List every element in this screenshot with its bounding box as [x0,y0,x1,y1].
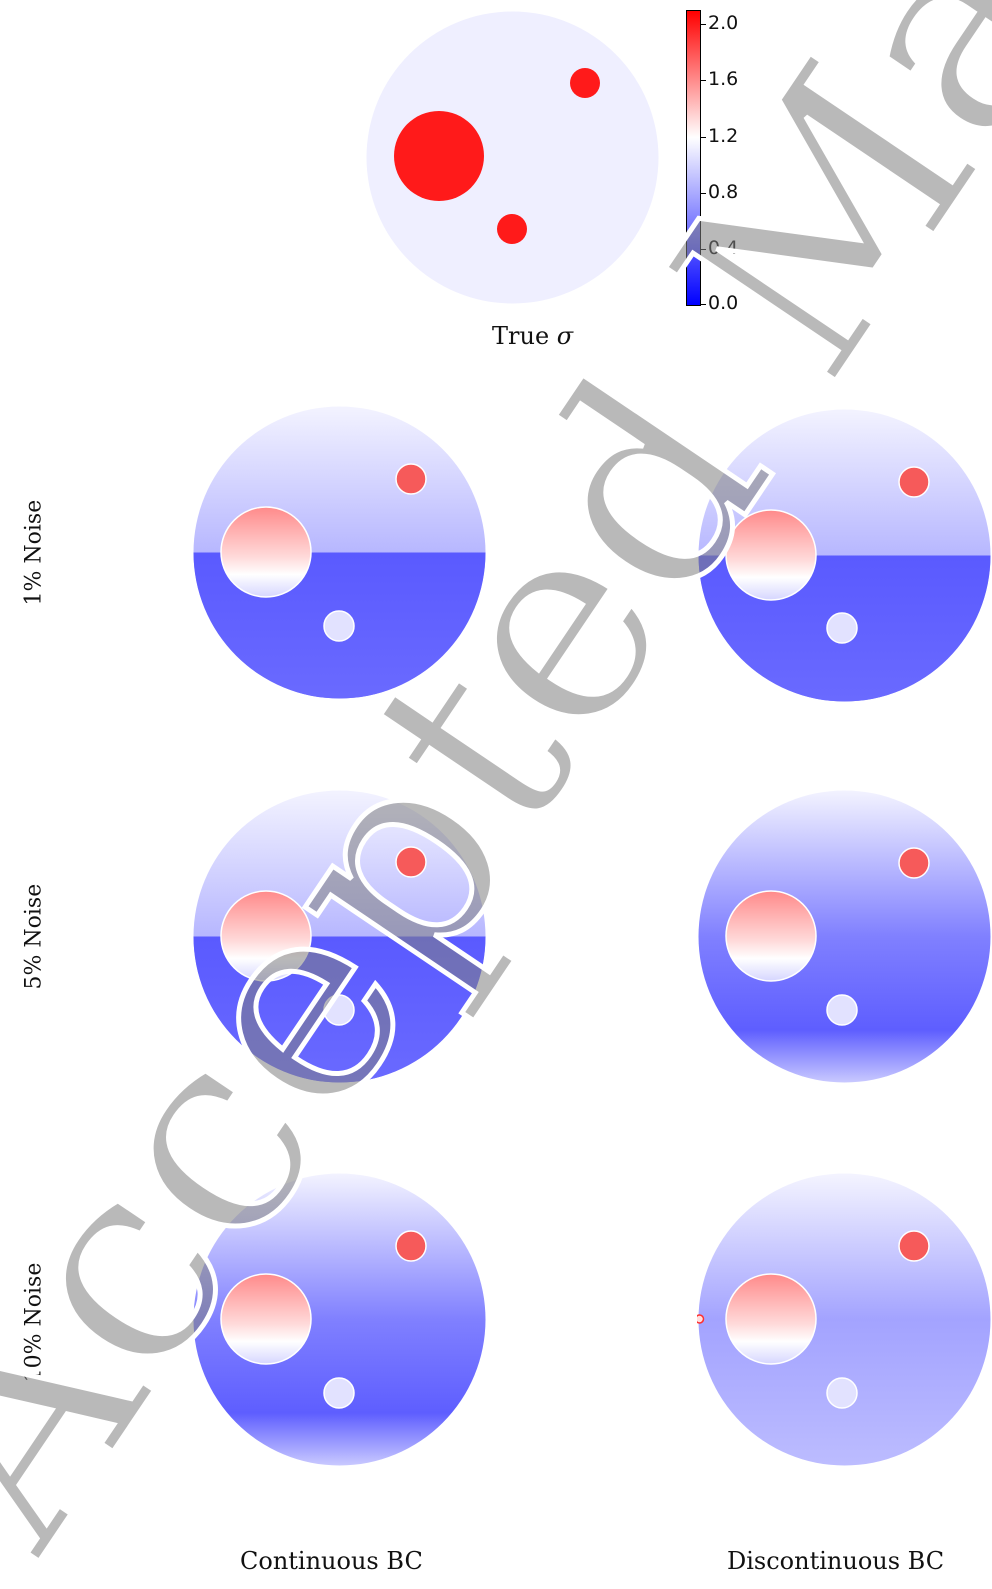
column-label-continuous: Continuous BC [240,1547,423,1575]
caption-text: True [492,322,550,350]
inclusion-top-right [570,68,600,98]
colorbar-tick-label: 0.4 [708,237,739,259]
true-sigma-caption: True σ [492,322,573,350]
colorbar-tickmark [701,137,706,138]
true-sigma-plot [366,11,659,304]
recon-10pct-continuous [193,1173,486,1466]
inclusion-bottom [497,214,527,244]
row-label-5pct: 5% Noise [21,883,47,990]
caption-symbol: σ [556,322,574,350]
colorbar-tick-label: 0.8 [708,181,739,203]
colorbar-tickmark [701,249,706,250]
colorbar-tick-label: 1.6 [708,68,739,90]
colorbar [686,10,701,306]
colorbar-tick-label: 1.2 [708,125,739,147]
recon-1pct-continuous [193,406,486,699]
colorbar-tickmark [701,80,706,81]
colorbar-tick-label: 2.0 [708,12,739,34]
row-label-10pct: 10% Noise [21,1262,47,1383]
inclusion-large [394,111,484,201]
colorbar-tickmark [701,193,706,194]
colorbar-tickmark [701,304,706,305]
recon-10pct-discontinuous [697,1173,991,1466]
column-label-discontinuous: Discontinuous BC [727,1547,945,1575]
colorbar-tickmark [701,24,706,25]
recon-5pct-discontinuous [698,790,991,1083]
row-label-1pct: 1% Noise [21,499,47,606]
recon-5pct-continuous [193,790,486,1083]
recon-1pct-discontinuous [698,409,991,702]
colorbar-tick-label: 0.0 [708,292,739,314]
